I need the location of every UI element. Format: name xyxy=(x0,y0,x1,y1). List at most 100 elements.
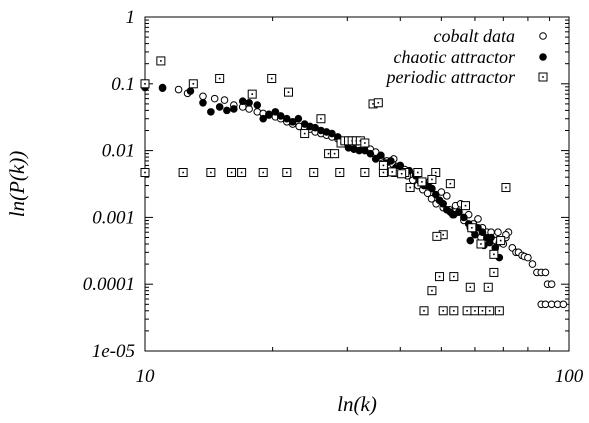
data-point xyxy=(288,117,297,126)
data-point xyxy=(283,114,291,123)
data-point xyxy=(366,149,375,158)
data-point xyxy=(496,236,506,246)
x-tick-label: 100 xyxy=(555,366,584,387)
data-point xyxy=(227,168,237,178)
data-point xyxy=(210,94,219,103)
y-tick-label: 0.0001 xyxy=(83,274,135,295)
data-point xyxy=(445,179,455,189)
legend-label: chaotic attractor xyxy=(394,47,516,67)
legend-marker xyxy=(538,72,548,82)
y-tick-label: 1e-05 xyxy=(92,341,135,362)
data-point xyxy=(489,267,499,277)
data-point xyxy=(174,85,183,94)
data-point xyxy=(247,89,257,99)
data-point xyxy=(396,161,405,170)
data-point xyxy=(467,223,477,233)
data-point xyxy=(215,103,224,111)
x-tick-label: 10 xyxy=(136,366,156,387)
data-point xyxy=(428,184,436,193)
y-tick-label: 0.1 xyxy=(111,74,135,95)
axis-ticks: 10 100 1 0.1 0.01 0.001 0.0001 1e-05 xyxy=(83,7,584,387)
data-point xyxy=(547,280,556,289)
data-point xyxy=(267,74,277,84)
data-point xyxy=(449,306,459,316)
data-point xyxy=(494,306,504,316)
data-points xyxy=(140,56,568,316)
data-point xyxy=(178,168,188,178)
legend-marker xyxy=(539,53,547,61)
data-point xyxy=(253,101,262,109)
data-point xyxy=(294,114,303,123)
data-point xyxy=(413,168,423,178)
series-0 xyxy=(141,81,568,309)
data-point xyxy=(528,260,537,268)
data-point xyxy=(423,189,432,198)
data-point xyxy=(186,87,195,95)
data-point xyxy=(439,199,447,208)
data-point xyxy=(494,228,502,237)
plot-frame xyxy=(144,16,570,352)
y-tick-label: 0.001 xyxy=(92,207,135,228)
data-point xyxy=(427,286,437,296)
data-point xyxy=(427,174,437,184)
data-point xyxy=(405,183,415,193)
data-point xyxy=(237,168,247,178)
data-point xyxy=(483,282,493,292)
data-point xyxy=(158,84,167,92)
data-point xyxy=(377,151,385,160)
data-point xyxy=(455,208,463,216)
data-point xyxy=(419,306,429,316)
data-point xyxy=(207,108,215,116)
data-point xyxy=(476,239,486,249)
data-point xyxy=(524,253,532,262)
y-axis-label: ln(P(k)) xyxy=(5,151,29,217)
data-point xyxy=(460,213,468,222)
data-point xyxy=(140,168,150,178)
series-2 xyxy=(140,56,511,316)
data-point xyxy=(282,168,292,178)
data-point xyxy=(156,56,166,66)
data-point xyxy=(316,114,326,124)
data-point xyxy=(245,105,253,113)
legend-marker xyxy=(539,32,547,40)
data-point xyxy=(373,98,383,108)
legend-label: periodic attractor xyxy=(385,67,516,87)
data-point xyxy=(371,155,380,163)
data-point xyxy=(378,160,388,170)
data-point xyxy=(238,97,247,105)
data-point xyxy=(360,168,370,178)
data-point xyxy=(271,108,280,116)
data-point xyxy=(245,98,253,107)
data-point xyxy=(443,192,451,200)
data-point xyxy=(489,249,499,259)
data-point xyxy=(435,272,445,282)
data-point xyxy=(220,96,229,104)
data-point xyxy=(431,190,440,199)
data-point xyxy=(188,79,198,89)
data-point xyxy=(330,149,340,159)
legend-label: cobalt data xyxy=(434,26,516,46)
data-point xyxy=(465,282,475,292)
data-point xyxy=(387,157,395,165)
data-point xyxy=(223,106,231,115)
data-point xyxy=(485,306,495,316)
data-point xyxy=(466,236,475,245)
data-point xyxy=(474,215,482,223)
data-point xyxy=(140,79,150,89)
data-point xyxy=(501,183,511,193)
data-point xyxy=(432,231,442,241)
y-tick-label: 1 xyxy=(126,7,136,28)
data-point xyxy=(328,129,336,138)
data-point xyxy=(199,92,207,101)
y-tick-label: 0.01 xyxy=(102,141,135,162)
data-point xyxy=(206,168,216,178)
data-point xyxy=(387,167,397,177)
data-point xyxy=(199,98,207,107)
data-point xyxy=(449,272,459,282)
data-point xyxy=(438,306,448,316)
data-point xyxy=(417,177,427,187)
data-point xyxy=(462,306,472,316)
